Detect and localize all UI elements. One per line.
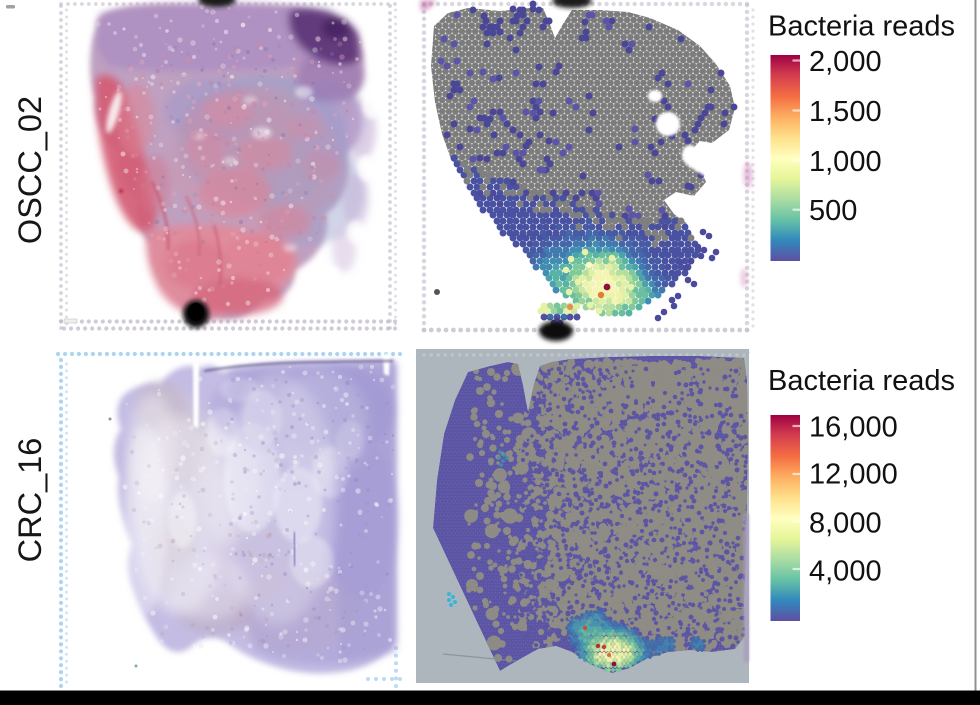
svg-text:CRC_16: CRC_16 — [12, 438, 48, 563]
svg-text:OSCC_02: OSCC_02 — [12, 96, 48, 244]
